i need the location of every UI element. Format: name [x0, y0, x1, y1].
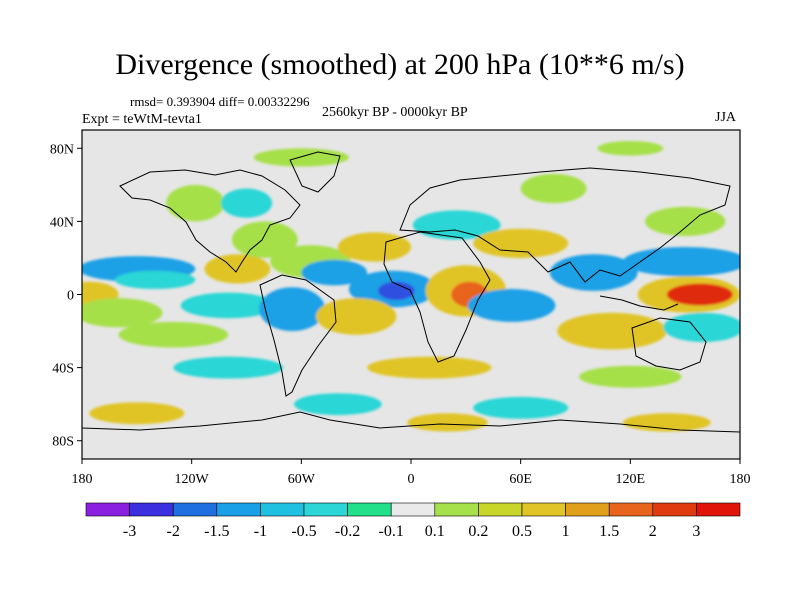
coastline-africa: [383, 231, 491, 363]
latitude-axis: 80N 40N 0 40S 80S: [50, 142, 82, 450]
plot-title: Divergence (smoothed) at 200 hPa (10**6 …: [115, 48, 685, 81]
coastline-greenland: [289, 151, 341, 193]
anomaly-region-weak-divergence: [253, 148, 349, 167]
lat-tick-label: 40S: [52, 362, 74, 377]
lat-tick-label: 0: [67, 289, 74, 304]
anomaly-region-divergence: [473, 228, 569, 258]
lat-tick-label: 80N: [50, 142, 74, 157]
colorbar-swatch: [521, 502, 566, 517]
anomaly-region-divergence: [89, 402, 185, 425]
lon-tick-label: 0: [408, 472, 415, 487]
colorbar-swatch: [347, 502, 392, 517]
colorbar-label: -0.2: [335, 523, 360, 540]
anomaly-region-weak-convergence: [473, 396, 569, 419]
coastline-maritime-continent: [599, 295, 679, 311]
anomaly-region-divergence: [407, 413, 488, 432]
anomaly-region-convergence: [301, 259, 368, 286]
colorbar-label: -2: [167, 523, 180, 540]
longitude-axis: 180 120W 60W 0 60E 120E 180: [72, 459, 751, 487]
anomaly-region-weak-divergence: [520, 173, 587, 204]
anomaly-region-max-divergence: [666, 283, 733, 306]
anomaly-region-weak-convergence: [180, 292, 276, 319]
anomaly-region-weak-convergence: [114, 270, 196, 290]
colorbar-label: 0.5: [512, 523, 532, 540]
anomaly-region-divergence: [557, 312, 667, 350]
anomaly-region-divergence: [315, 298, 397, 335]
anomaly-region-weak-divergence: [166, 184, 225, 222]
lat-tick-label: 40N: [50, 215, 74, 230]
lon-tick-label: 180: [730, 472, 751, 487]
anomaly-region-convergence: [549, 254, 638, 291]
coastline-south-america: [259, 274, 337, 397]
lon-tick-label: 120E: [616, 472, 646, 487]
coastline-antarctica: [82, 411, 740, 433]
colorbar-swatch: [129, 502, 174, 517]
colorbar-swatch: [260, 502, 305, 517]
colorbar-label: -3: [123, 523, 136, 540]
colorbar-swatch: [85, 502, 130, 517]
anomaly-region-weak-divergence: [644, 206, 726, 237]
lon-tick-label: 120W: [175, 472, 210, 487]
anomaly-region-weak-divergence: [231, 221, 298, 258]
colorbar-label: 3: [692, 523, 700, 540]
lon-tick-label: 180: [72, 472, 93, 487]
experiment-label: Expt = teWtM-tevta1: [82, 112, 202, 127]
coastline-eurasia: [399, 167, 731, 283]
statistics-text: rmsd= 0.393904 diff= 0.00332296: [130, 94, 310, 109]
anomaly-region-weak-convergence: [412, 210, 501, 240]
colorbar-label: -0.5: [291, 523, 316, 540]
anomaly-region-strong-convergence: [378, 281, 415, 300]
colorbar-label: -0.1: [379, 523, 404, 540]
anomaly-region-divergence: [337, 232, 412, 262]
period-label: 2560kyr BP - 0000kyr BP: [322, 105, 468, 120]
colorbar-swatch: [652, 502, 697, 517]
coastlines: [82, 151, 740, 433]
coastline-north-america: [119, 169, 301, 273]
colorbar: -3 -2 -1.5 -1 -0.5 -0.2 -0.1 0.1 0.2 0.5 1 1.5 2 3: [85, 502, 741, 540]
colorbar-swatch: [434, 502, 479, 517]
colorbar-swatch: [390, 502, 436, 517]
season-label: JJA: [715, 110, 737, 125]
colorbar-swatch: [608, 502, 654, 517]
colorbar-swatch: [478, 502, 523, 517]
anomaly-region-convergence: [467, 289, 556, 322]
anomaly-region-weak-divergence: [82, 298, 163, 328]
colorbar-swatch: [565, 502, 610, 517]
anomaly-region-convergence: [259, 287, 326, 332]
colorbar-swatch: [303, 502, 348, 517]
anomaly-region-divergence: [623, 413, 711, 432]
colorbar-label: 1.5: [599, 523, 619, 540]
anomaly-region-weak-divergence: [597, 140, 664, 156]
colorbar-swatch: [172, 502, 218, 517]
lon-tick-label: 60W: [288, 472, 316, 487]
anomaly-region-convergence: [623, 246, 740, 277]
colorbar-label: 1: [562, 523, 570, 540]
colorbar-label: 0.2: [468, 523, 488, 540]
colorbar-swatch: [696, 502, 741, 517]
lat-tick-label: 80S: [52, 435, 74, 450]
colorbar-swatch: [216, 502, 261, 517]
colorbar-label: -1: [254, 523, 267, 540]
anomaly-region-weak-convergence: [663, 312, 740, 343]
anomaly-region-weak-convergence: [220, 188, 273, 218]
anomaly-region-weak-convergence: [294, 393, 382, 416]
colorbar-label: 0.1: [425, 523, 445, 540]
colorbar-label: 2: [649, 523, 657, 540]
coastline-australia: [631, 317, 707, 371]
colorbar-label: -1.5: [204, 523, 229, 540]
lon-tick-label: 60E: [509, 472, 532, 487]
anomaly-region-weak-divergence: [118, 321, 229, 348]
anomaly-region-weak-divergence: [579, 365, 682, 388]
anomaly-region-divergence: [367, 356, 492, 379]
anomaly-region-weak-convergence: [173, 356, 284, 379]
